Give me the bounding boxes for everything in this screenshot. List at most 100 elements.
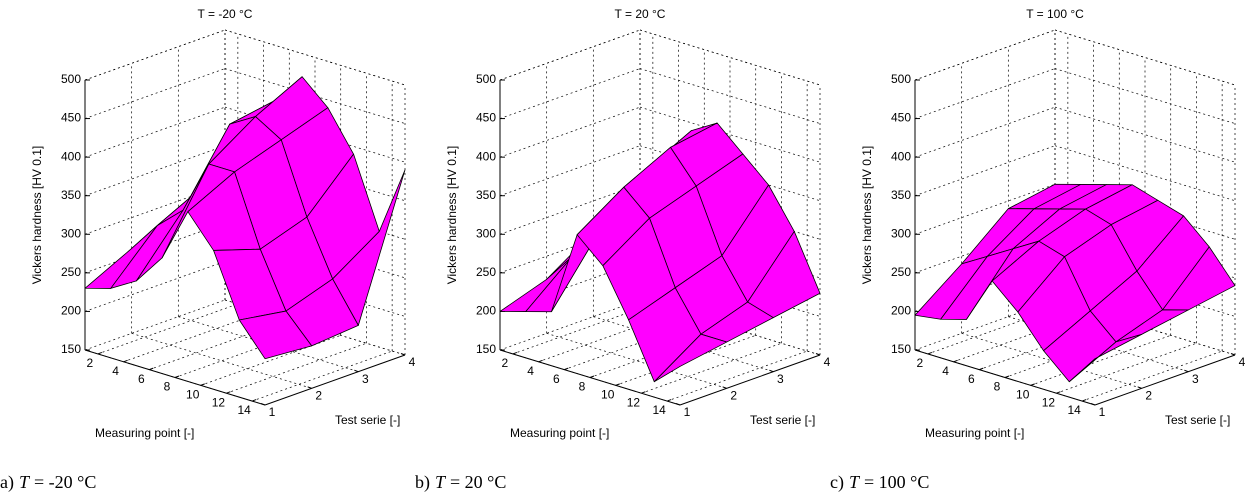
- y-tick-label: 1: [684, 405, 691, 419]
- surface-patch: [110, 209, 184, 289]
- caption-text: = 100 °C: [864, 472, 929, 492]
- x-axis-label: Measuring point [-]: [95, 426, 194, 440]
- grid-line: [639, 68, 821, 124]
- tick-mark: [769, 369, 774, 373]
- grid-line: [1082, 350, 1223, 402]
- z-tick-label: 200: [891, 304, 911, 318]
- x-tick-label: 8: [994, 380, 1001, 394]
- caption-symbol: T: [435, 472, 447, 492]
- caption-label: b): [415, 472, 430, 493]
- tick-mark: [1030, 383, 1035, 386]
- z-tick-label: 150: [61, 342, 81, 356]
- y-tick-label: 2: [1145, 389, 1152, 403]
- grid-line: [546, 332, 727, 389]
- caption-symbol: T: [849, 472, 861, 492]
- grid-line: [639, 106, 821, 163]
- tick-mark: [815, 353, 821, 356]
- z-tick-label: 200: [476, 304, 496, 318]
- tick-mark: [251, 399, 257, 402]
- grid-line: [131, 332, 312, 389]
- z-tick-label: 350: [891, 188, 911, 202]
- tick-mark: [722, 386, 727, 389]
- z-tick-label: 400: [891, 149, 911, 163]
- y-tick-label: 4: [409, 355, 416, 369]
- tick-mark: [953, 359, 958, 363]
- tick-mark: [1137, 386, 1142, 389]
- caption-text: = -20 °C: [34, 472, 96, 492]
- box-edge: [499, 29, 641, 81]
- z-tick-label: 250: [61, 265, 81, 279]
- x-tick-label: 12: [212, 395, 226, 409]
- z-tick-label: 350: [61, 188, 81, 202]
- caption: a) T = -20 °C: [0, 472, 96, 493]
- grid-line: [1054, 68, 1236, 124]
- y-axis-label: Test serie [-]: [750, 413, 815, 427]
- x-tick-label: 14: [1067, 403, 1081, 417]
- z-axis-label: Vickers hardness [HV 0.1]: [30, 146, 44, 285]
- x-axis-label: Measuring point [-]: [925, 426, 1024, 440]
- axis-line: [1094, 354, 1236, 406]
- grid-line: [226, 342, 367, 394]
- y-tick-label: 2: [315, 389, 322, 403]
- grid-line: [914, 106, 1056, 158]
- y-axis-label: Test serie [-]: [335, 413, 400, 427]
- caption: c) T = 100 °C: [830, 472, 929, 493]
- grid-line: [499, 68, 641, 119]
- z-tick-label: 500: [891, 72, 911, 86]
- z-tick-label: 350: [476, 188, 496, 202]
- tick-mark: [1081, 399, 1087, 402]
- z-tick-label: 300: [476, 226, 496, 240]
- z-tick-label: 450: [891, 111, 911, 125]
- y-tick-label: 3: [777, 372, 784, 386]
- x-tick-label: 14: [237, 403, 251, 417]
- caption-symbol: T: [19, 472, 31, 492]
- y-tick-label: 4: [1239, 355, 1246, 369]
- y-tick-label: 1: [269, 405, 276, 419]
- grid-line: [97, 303, 238, 355]
- box-edge: [224, 29, 406, 86]
- z-tick-label: 400: [61, 149, 81, 163]
- axis-line: [679, 354, 821, 406]
- chart-title: T = 100 °C: [1026, 7, 1084, 21]
- z-tick-label: 250: [891, 265, 911, 279]
- y-tick-label: 3: [1192, 372, 1199, 386]
- chart-title: T = 20 °C: [615, 7, 666, 21]
- x-tick-label: 6: [138, 372, 145, 386]
- tick-mark: [97, 351, 103, 355]
- tick-mark: [260, 403, 266, 406]
- tick-mark: [1056, 391, 1061, 394]
- z-tick-label: 150: [476, 342, 496, 356]
- x-tick-label: 10: [1016, 388, 1030, 402]
- caption: b) T = 20 °C: [415, 472, 506, 493]
- z-tick-label: 200: [61, 304, 81, 318]
- box-edge: [914, 29, 1056, 81]
- tick-mark: [589, 375, 595, 378]
- grid-line: [961, 332, 1142, 389]
- tick-mark: [1184, 369, 1189, 373]
- chart-title: T = -20 °C: [198, 7, 253, 21]
- grid-line: [84, 106, 226, 158]
- tick-mark: [149, 367, 154, 371]
- z-tick-label: 450: [476, 111, 496, 125]
- caption-label: c): [830, 472, 844, 493]
- y-tick-label: 4: [824, 355, 831, 369]
- x-tick-label: 4: [112, 364, 119, 378]
- surface-patch: [653, 333, 728, 383]
- z-tick-label: 450: [61, 111, 81, 125]
- tick-mark: [400, 353, 406, 356]
- x-tick-label: 14: [652, 403, 666, 417]
- z-tick-label: 400: [476, 149, 496, 163]
- box-edge: [84, 29, 226, 81]
- caption-label: a): [0, 472, 14, 493]
- grid-line: [1054, 106, 1236, 163]
- x-tick-label: 10: [601, 388, 615, 402]
- grid-line: [252, 350, 393, 402]
- tick-mark: [307, 386, 312, 389]
- x-tick-label: 8: [164, 380, 171, 394]
- grid-line: [178, 316, 359, 373]
- x-tick-label: 12: [1042, 395, 1056, 409]
